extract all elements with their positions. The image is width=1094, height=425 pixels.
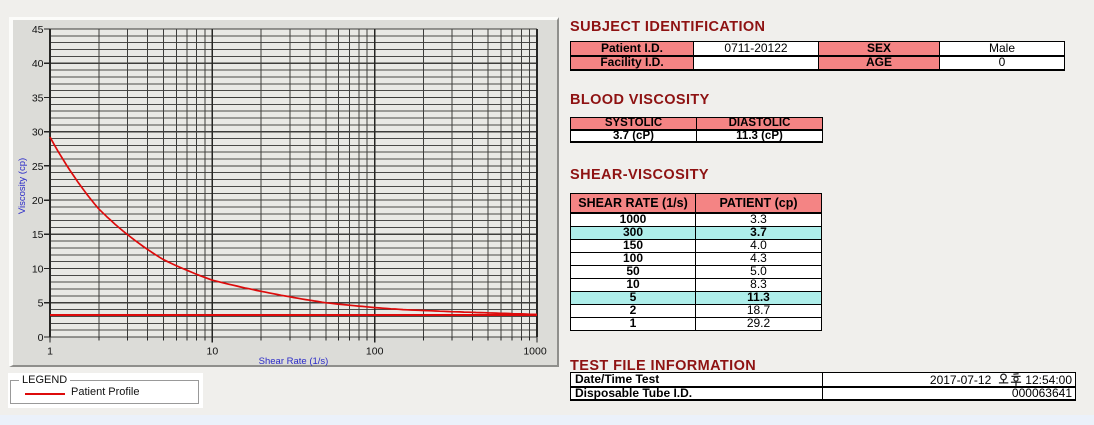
svg-text:35: 35	[32, 92, 44, 104]
svg-text:5: 5	[38, 298, 44, 310]
svg-text:25: 25	[32, 161, 44, 173]
svg-text:100: 100	[366, 346, 384, 358]
svg-text:0: 0	[38, 332, 44, 344]
svg-text:40: 40	[32, 58, 44, 70]
svg-text:20: 20	[32, 195, 44, 207]
svg-text:Viscosity (cp): Viscosity (cp)	[17, 158, 28, 214]
svg-text:30: 30	[32, 127, 44, 139]
svg-text:45: 45	[32, 24, 44, 36]
svg-text:10: 10	[206, 346, 218, 358]
svg-text:1000: 1000	[523, 346, 547, 358]
svg-text:15: 15	[32, 229, 44, 241]
svg-text:1: 1	[47, 346, 53, 358]
svg-text:Shear Rate (1/s): Shear Rate (1/s)	[259, 356, 329, 367]
svg-text:10: 10	[32, 263, 44, 275]
